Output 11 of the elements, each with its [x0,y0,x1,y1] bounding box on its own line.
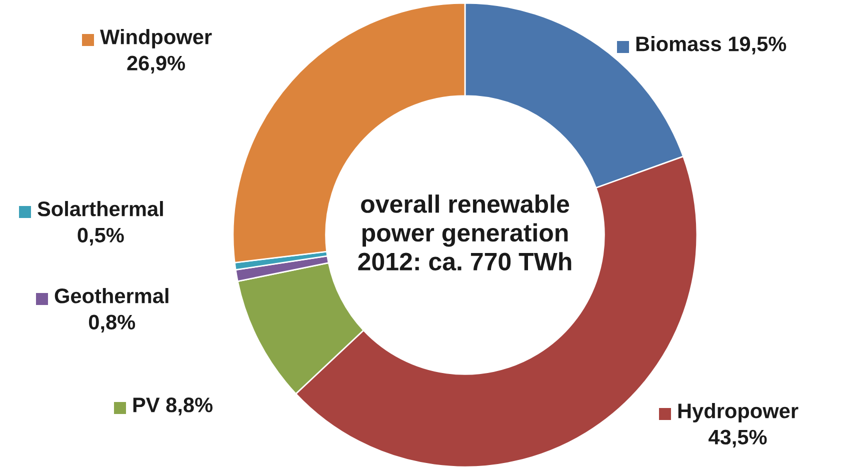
text: overall renewable power generation 2012: ca. 770 TWh [358,194,572,271]
data-label: 0,5% [78,228,124,246]
data-label: 0,8% [88,314,136,333]
legend-label: Biomass 19,5% [636,36,786,54]
legend-label: PV 8,8% [133,398,213,416]
data-label: 43,5% [708,430,767,448]
legend-label: Windpower [100,29,212,48]
legend-label: Solarthermal [38,201,163,216]
data-label: 26,9% [127,56,186,74]
legend-label: Geothermal [54,288,168,304]
legend-label: Hydropower [678,403,798,422]
